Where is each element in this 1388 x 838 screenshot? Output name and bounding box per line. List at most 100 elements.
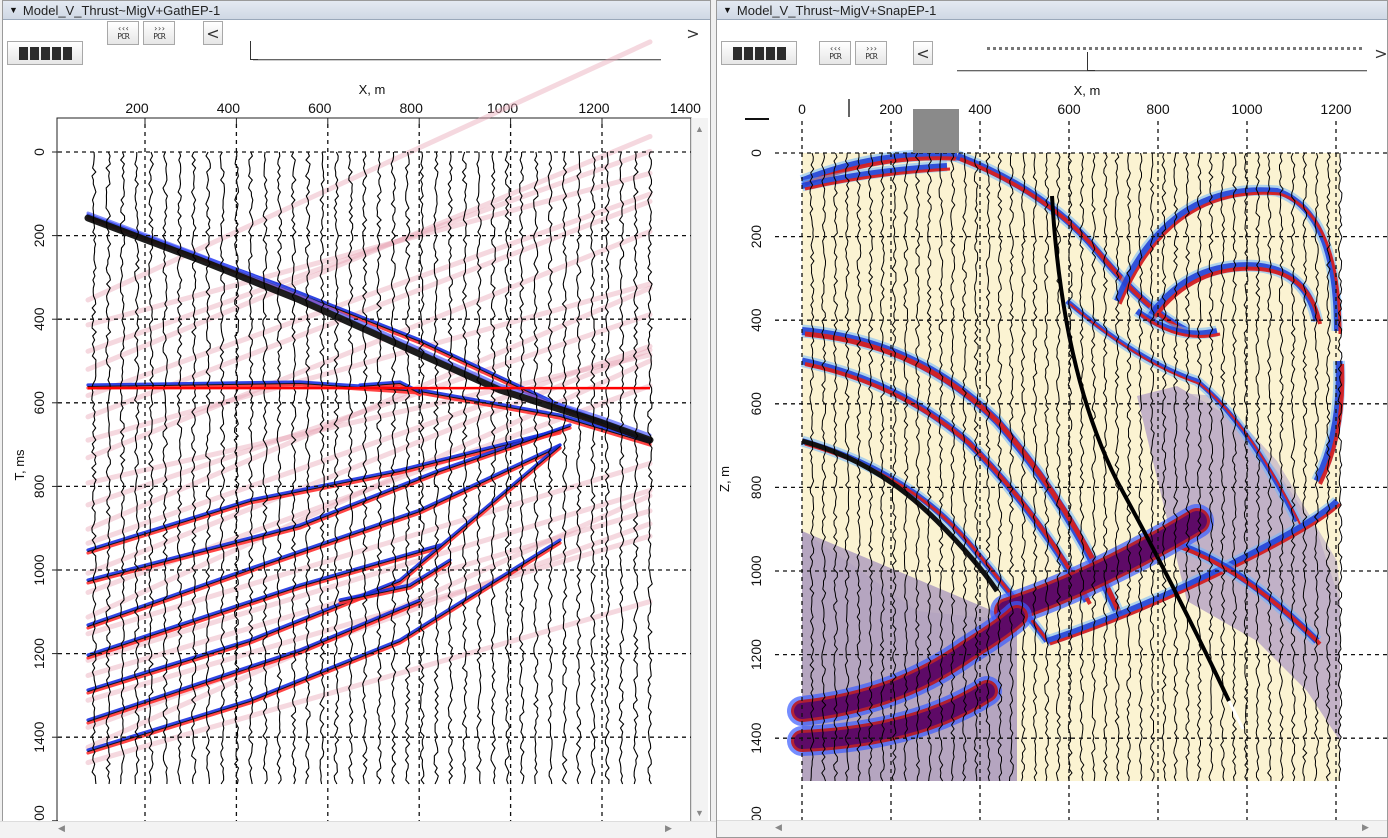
seismic-trace bbox=[190, 151, 197, 785]
trace-slider-thumb[interactable] bbox=[1087, 52, 1095, 71]
seismic-trace bbox=[1126, 152, 1132, 782]
y-tick-label: 1000 bbox=[31, 554, 47, 585]
trace-slider-track[interactable] bbox=[253, 59, 661, 61]
wavefront-negative bbox=[1313, 360, 1343, 483]
chevron-right-icon: > bbox=[686, 23, 700, 43]
slider-right-button[interactable]: > bbox=[1373, 41, 1387, 65]
seismic-event bbox=[359, 382, 421, 394]
seismic-trace bbox=[1196, 152, 1202, 782]
collapse-triangle-icon[interactable]: ▼ bbox=[9, 5, 18, 15]
seismic-event bbox=[87, 446, 561, 627]
dark-event-line bbox=[801, 438, 1000, 593]
seismic-trace bbox=[868, 152, 874, 782]
seismic-trace bbox=[1020, 152, 1026, 782]
seismic-trace bbox=[533, 151, 539, 785]
step-right-button[interactable]: ››› PCR bbox=[855, 41, 887, 65]
seismic-trace bbox=[856, 152, 862, 782]
seismic-trace bbox=[1302, 152, 1308, 782]
reflector-core bbox=[997, 511, 1207, 621]
seismic-trace bbox=[844, 152, 850, 782]
seismic-trace bbox=[950, 152, 956, 782]
seismic-trace bbox=[1114, 152, 1120, 782]
gather-grid-button[interactable] bbox=[721, 41, 797, 65]
seismic-event bbox=[87, 546, 441, 657]
seismic-trace bbox=[547, 151, 553, 785]
x-tick-label: 1200 bbox=[578, 100, 609, 116]
gather-grid-icon bbox=[732, 46, 786, 60]
reflector-core bbox=[794, 683, 995, 749]
seismic-trace bbox=[914, 152, 921, 782]
seismic-trace bbox=[1337, 152, 1343, 782]
right-seismic-plot[interactable]: X, m Z, m 0 200 400 600 800 1000 1200 0 200 400 600 8… bbox=[717, 1, 1387, 837]
right-horizontal-scrollbar[interactable]: ◀ ▶ bbox=[717, 820, 1387, 837]
seismic-trace bbox=[148, 151, 154, 785]
seismic-trace bbox=[879, 152, 885, 782]
seismic-trace bbox=[461, 151, 468, 785]
seismic-trace bbox=[604, 151, 611, 785]
seismic-event bbox=[86, 538, 562, 752]
step-left-button[interactable]: ‹‹‹ PCR bbox=[819, 41, 851, 65]
seismic-trace bbox=[1208, 152, 1214, 782]
seismic-trace bbox=[162, 151, 169, 785]
seismic-trace bbox=[333, 151, 340, 785]
step-right-icon: ››› PCR bbox=[153, 24, 165, 41]
slider-tick-marks bbox=[987, 47, 1362, 54]
gather-grid-button[interactable] bbox=[7, 41, 83, 65]
trace-slider-track[interactable] bbox=[957, 70, 1367, 72]
x-tick-label: 400 bbox=[217, 100, 241, 116]
y-tick-label: 800 bbox=[31, 475, 47, 499]
seismic-event bbox=[85, 488, 653, 663]
slider-left-button[interactable]: < bbox=[913, 41, 933, 65]
y-tick-label: 1000 bbox=[748, 555, 764, 586]
left-panel-titlebar[interactable]: ▼ Model_V_Thrust~MigV+GathEP-1 bbox=[3, 1, 710, 20]
seismic-trace bbox=[304, 151, 311, 785]
seismic-trace bbox=[618, 151, 625, 785]
seismic-trace bbox=[1325, 152, 1331, 782]
seismic-trace bbox=[504, 151, 511, 785]
slider-left-button[interactable]: < bbox=[203, 21, 223, 45]
collapse-triangle-icon[interactable]: ▼ bbox=[723, 5, 732, 15]
left-vertical-scrollbar[interactable]: ▲ ▼ bbox=[691, 118, 708, 822]
seismic-trace bbox=[247, 151, 254, 785]
scroll-left-icon[interactable]: ◀ bbox=[775, 822, 782, 832]
scroll-right-icon[interactable]: ▶ bbox=[1362, 822, 1369, 832]
right-seismic-svg[interactable]: X, m Z, m 0 200 400 600 800 1000 1200 0 200 400 600 8… bbox=[717, 1, 1388, 838]
step-left-button[interactable]: ‹‹‹ PCR bbox=[107, 21, 139, 45]
scroll-up-icon[interactable]: ▲ bbox=[695, 124, 704, 134]
seismic-event bbox=[86, 380, 652, 444]
seismic-event bbox=[85, 229, 653, 461]
chevron-left-icon: < bbox=[916, 43, 930, 63]
grey-marker-box bbox=[913, 109, 959, 153]
seismic-trace bbox=[1266, 152, 1273, 782]
seismic-trace bbox=[809, 152, 815, 782]
y-tick-label: 0 bbox=[31, 148, 47, 156]
reflector-core bbox=[794, 608, 1025, 719]
scroll-right-icon[interactable]: ▶ bbox=[665, 823, 672, 833]
step-left-icon: ‹‹‹ PCR bbox=[829, 44, 841, 61]
seismic-trace bbox=[1231, 152, 1237, 782]
slider-right-button[interactable]: > bbox=[682, 21, 704, 45]
seismic-event bbox=[86, 543, 442, 657]
seismic-event bbox=[85, 599, 653, 766]
right-snapshot-panel: ▼ Model_V_Thrust~MigV+SnapEP-1 ‹‹‹ PCR ››… bbox=[716, 0, 1388, 838]
seismic-event bbox=[85, 133, 653, 372]
y-tick-label: 0 bbox=[748, 149, 764, 157]
left-seismic-svg[interactable]: X, m T, ms 200 400 600 800 1000 1200 1400 0 200 400… bbox=[0, 0, 709, 838]
seismic-trace bbox=[985, 152, 991, 782]
scroll-down-icon[interactable]: ▼ bbox=[695, 808, 704, 818]
seismic-event bbox=[87, 431, 561, 552]
seismic-event bbox=[85, 343, 653, 546]
right-panel-titlebar[interactable]: ▼ Model_V_Thrust~MigV+SnapEP-1 bbox=[717, 1, 1387, 20]
step-right-button[interactable]: ››› PCR bbox=[143, 21, 175, 45]
x-axis-title: X, m bbox=[359, 82, 386, 97]
seismic-trace bbox=[1032, 152, 1038, 782]
wavefront-layer bbox=[787, 149, 1346, 756]
seismic-trace bbox=[176, 151, 183, 785]
seismic-trace bbox=[347, 151, 354, 785]
step-right-icon: ››› PCR bbox=[865, 44, 877, 61]
scroll-left-icon[interactable]: ◀ bbox=[58, 823, 65, 833]
seismic-trace bbox=[1313, 152, 1320, 782]
seismic-event bbox=[86, 546, 442, 660]
trace-slider-thumb[interactable] bbox=[250, 41, 258, 60]
